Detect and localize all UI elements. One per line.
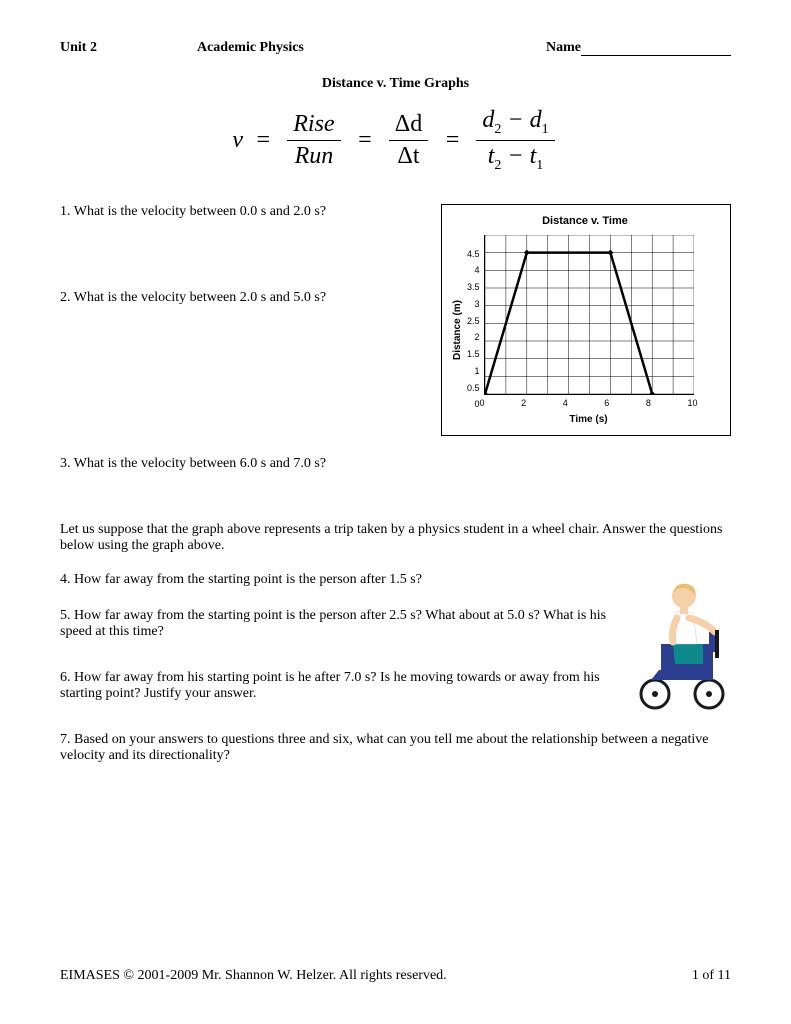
course-title: Academic Physics	[97, 40, 546, 56]
fraction-delta: Δd Δt	[389, 111, 428, 170]
question-text-column: 4. How far away from the starting point …	[60, 572, 616, 732]
chart-xaxis-ticks: 0 2 4 6 8 10	[480, 398, 698, 408]
chart-yaxis-ticks: 4.5 4 3.5 3 2.5 2 1.5 1 0.5 0	[467, 250, 480, 410]
ytick: 2	[467, 333, 480, 342]
xtick: 8	[646, 398, 651, 408]
question-2: 2. What is the velocity between 2.0 s an…	[60, 290, 421, 306]
question-6: 6. How far away from his starting point …	[60, 670, 616, 702]
xtick: 2	[521, 398, 526, 408]
distance-time-chart: Distance v. Time Distance (m) 4.5 4 3.5 …	[441, 204, 731, 436]
frac-top: Rise	[287, 111, 340, 141]
scenario-intro: Let us suppose that the graph above repr…	[60, 522, 731, 554]
chart-ylabel: Distance (m)	[452, 300, 463, 360]
question-7: 7. Based on your answers to questions th…	[60, 732, 731, 764]
ytick: 3	[467, 300, 480, 309]
questions-column: 1. What is the velocity between 0.0 s an…	[60, 204, 421, 376]
copyright-text: EIMASES © 2001-2009 Mr. Shannon W. Helze…	[60, 968, 632, 984]
ytick: 1	[467, 367, 480, 376]
xtick: 10	[687, 398, 697, 408]
chart-xlabel: Time (s)	[484, 414, 694, 425]
page-footer: EIMASES © 2001-2009 Mr. Shannon W. Helze…	[60, 968, 731, 984]
questions-with-illustration: 4. How far away from the starting point …	[60, 572, 731, 732]
xtick: 6	[604, 398, 609, 408]
frac-bot: t2 − t1	[476, 141, 554, 174]
frac-top: Δd	[389, 111, 428, 141]
wheelchair-icon	[631, 572, 731, 712]
frac-top: d2 − d1	[476, 107, 554, 141]
formula-lhs: v	[232, 127, 243, 153]
chart-plot-column: 0 2 4 6 8 10 Time (s)	[484, 235, 698, 425]
fraction-expanded: d2 − d1 t2 − t1	[476, 107, 554, 174]
xtick: 0	[480, 398, 485, 408]
equals-sign: =	[249, 127, 277, 153]
name-field: Name	[546, 40, 731, 56]
question-1: 1. What is the velocity between 0.0 s an…	[60, 204, 421, 220]
ytick: 0	[467, 400, 480, 409]
ytick: 2.5	[467, 317, 480, 326]
name-blank-line	[581, 55, 731, 56]
chart-svg	[485, 235, 694, 394]
chart-body: Distance (m) 4.5 4 3.5 3 2.5 2 1.5 1 0.5…	[452, 235, 718, 425]
velocity-formula: v = Rise Run = Δd Δt = d2 − d1 t2 − t1	[60, 107, 731, 174]
xtick: 4	[563, 398, 568, 408]
equals-sign: =	[351, 127, 379, 153]
question-5: 5. How far away from the starting point …	[60, 608, 616, 640]
questions-and-chart-row: 1. What is the velocity between 0.0 s an…	[60, 204, 731, 436]
name-label: Name	[546, 40, 581, 55]
page-header: Unit 2 Academic Physics Name	[60, 40, 731, 56]
ytick: 1.5	[467, 350, 480, 359]
ytick: 0.5	[467, 384, 480, 393]
ytick: 4	[467, 266, 480, 275]
frac-bot: Δt	[389, 141, 428, 170]
unit-label: Unit 2	[60, 40, 97, 56]
page-number: 1 of 11	[632, 968, 731, 984]
frac-bot: Run	[287, 141, 340, 170]
question-4: 4. How far away from the starting point …	[60, 572, 616, 588]
ytick: 3.5	[467, 283, 480, 292]
equals-sign: =	[438, 127, 466, 153]
question-3: 3. What is the velocity between 6.0 s an…	[60, 456, 731, 472]
fraction-rise-run: Rise Run	[287, 111, 340, 170]
ytick: 4.5	[467, 250, 480, 259]
worksheet-subtitle: Distance v. Time Graphs	[60, 76, 731, 92]
chart-plot-area	[484, 235, 694, 395]
chart-title: Distance v. Time	[452, 215, 718, 227]
